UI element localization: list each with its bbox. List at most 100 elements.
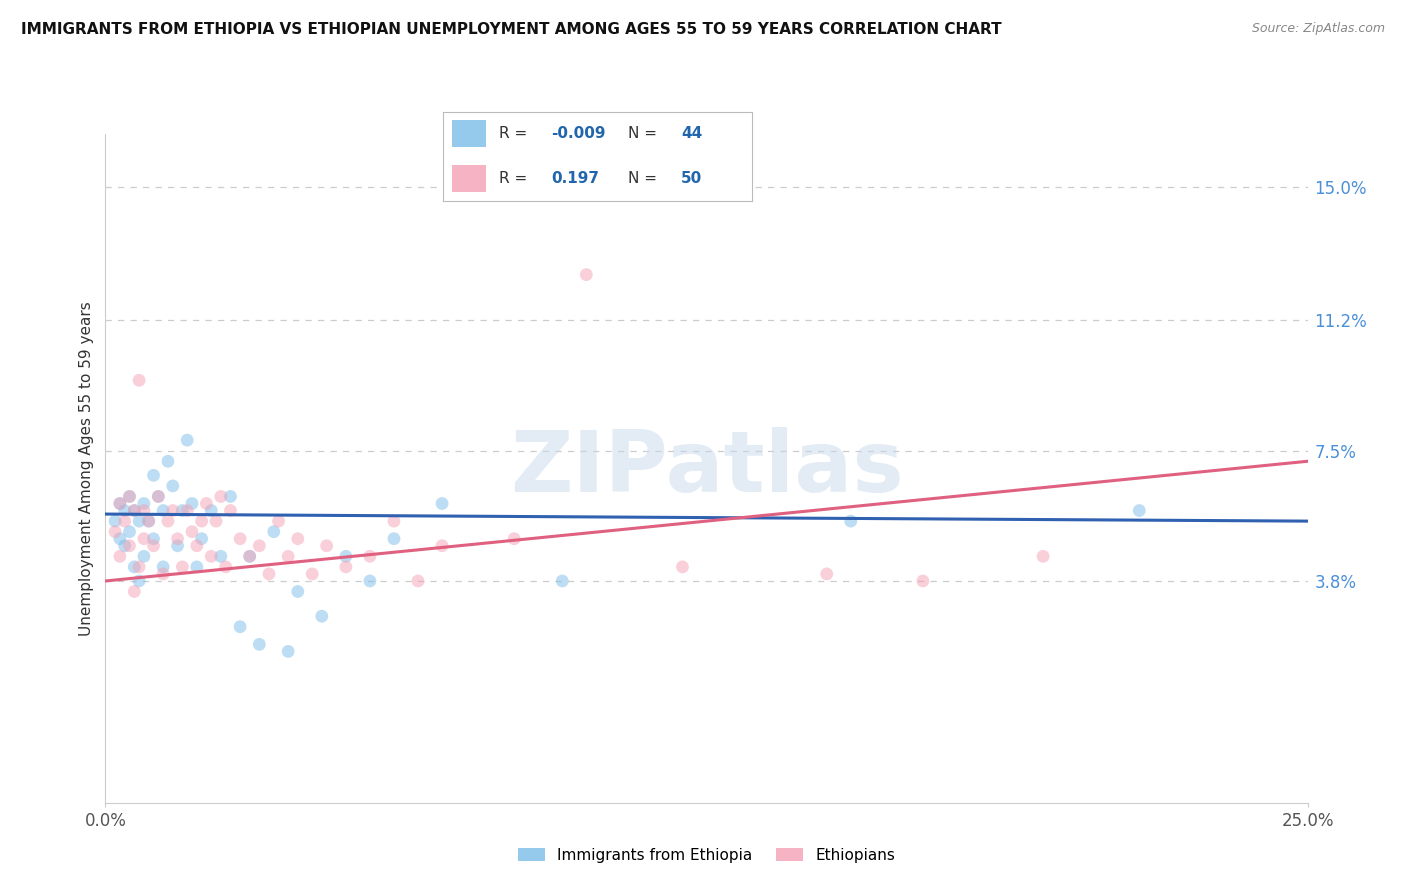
Point [104, 524, 127, 539]
Point [186, 539, 208, 553]
Point [108, 496, 131, 510]
Point [156, 454, 179, 468]
Point [247, 539, 270, 553]
Point [148, 490, 170, 504]
Point [911, 574, 934, 588]
Text: 0.197: 0.197 [551, 171, 599, 186]
Point [229, 532, 252, 546]
Point [118, 490, 141, 504]
Point [142, 468, 165, 483]
Point [162, 479, 184, 493]
Point [277, 549, 299, 564]
Point [128, 514, 150, 528]
Point [205, 514, 228, 528]
Point [263, 524, 285, 539]
Point [118, 539, 141, 553]
Point [172, 560, 194, 574]
Point [359, 549, 381, 564]
Point [181, 524, 204, 539]
Point [1128, 503, 1150, 517]
Point [575, 268, 598, 282]
Point [839, 514, 862, 528]
Point [132, 532, 155, 546]
Point [114, 514, 136, 528]
Point [124, 584, 146, 599]
Point [287, 532, 309, 546]
Point [382, 514, 405, 528]
Point [118, 524, 141, 539]
Point [124, 503, 146, 517]
Point [551, 574, 574, 588]
Point [186, 560, 208, 574]
Point [152, 566, 174, 581]
Point [815, 566, 838, 581]
Point [128, 373, 150, 387]
Point [315, 539, 337, 553]
Point [287, 584, 309, 599]
Point [503, 532, 526, 546]
Point [108, 496, 131, 510]
Point [152, 503, 174, 517]
Text: R =: R = [499, 171, 527, 186]
Point [301, 566, 323, 581]
Point [104, 514, 127, 528]
Point [335, 549, 357, 564]
Legend: Immigrants from Ethiopia, Ethiopians: Immigrants from Ethiopia, Ethiopians [512, 841, 901, 869]
Bar [453, 120, 486, 147]
Point [176, 433, 198, 447]
Text: ZIPatlas: ZIPatlas [509, 426, 904, 510]
Point [214, 560, 236, 574]
Point [359, 574, 381, 588]
Point [382, 532, 405, 546]
Point [128, 574, 150, 588]
Point [142, 539, 165, 553]
Point [148, 490, 170, 504]
Point [200, 549, 222, 564]
Point [239, 549, 262, 564]
Point [190, 532, 212, 546]
Point [247, 637, 270, 651]
Point [229, 620, 252, 634]
Point [152, 560, 174, 574]
Point [108, 532, 131, 546]
Point [430, 496, 453, 510]
Point [181, 496, 204, 510]
Point [671, 560, 693, 574]
Point [114, 539, 136, 553]
Point [108, 549, 131, 564]
Point [257, 566, 280, 581]
Point [124, 560, 146, 574]
Point [132, 496, 155, 510]
Point [142, 532, 165, 546]
Point [156, 514, 179, 528]
Point [138, 514, 160, 528]
Point [166, 532, 188, 546]
Text: 44: 44 [681, 127, 703, 141]
Text: -0.009: -0.009 [551, 127, 606, 141]
Point [138, 514, 160, 528]
Point [219, 503, 242, 517]
Text: Source: ZipAtlas.com: Source: ZipAtlas.com [1251, 22, 1385, 36]
Point [209, 549, 232, 564]
Point [209, 490, 232, 504]
Point [166, 539, 188, 553]
Point [311, 609, 333, 624]
Point [239, 549, 262, 564]
Point [128, 560, 150, 574]
Text: IMMIGRANTS FROM ETHIOPIA VS ETHIOPIAN UNEMPLOYMENT AMONG AGES 55 TO 59 YEARS COR: IMMIGRANTS FROM ETHIOPIA VS ETHIOPIAN UN… [21, 22, 1001, 37]
Y-axis label: Unemployment Among Ages 55 to 59 years: Unemployment Among Ages 55 to 59 years [79, 301, 94, 636]
Point [118, 490, 141, 504]
Point [132, 503, 155, 517]
Point [1032, 549, 1054, 564]
Point [176, 503, 198, 517]
Point [162, 503, 184, 517]
Point [267, 514, 290, 528]
Point [132, 549, 155, 564]
Point [114, 503, 136, 517]
Text: N =: N = [628, 171, 658, 186]
Point [406, 574, 429, 588]
Point [195, 496, 218, 510]
Point [200, 503, 222, 517]
Point [124, 503, 146, 517]
Point [190, 514, 212, 528]
